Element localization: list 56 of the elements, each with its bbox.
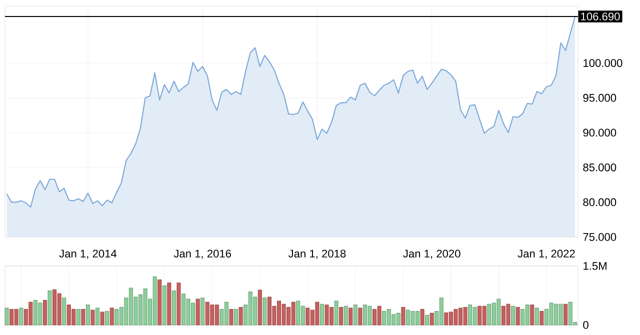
bar — [258, 290, 262, 326]
y-tick-label: 90.000 — [583, 128, 616, 137]
bar — [42, 300, 47, 326]
bar — [48, 290, 52, 326]
y-tick-label: 95.000 — [583, 94, 616, 102]
bar — [76, 308, 80, 326]
bar — [86, 304, 90, 326]
bar — [196, 298, 200, 326]
bar — [229, 308, 234, 326]
bar — [530, 304, 534, 326]
bar — [564, 304, 568, 326]
bar — [110, 308, 114, 326]
bar — [176, 282, 181, 326]
bar — [348, 308, 353, 326]
bar — [262, 298, 267, 326]
x-tick-label: Jan 1, 2022 — [518, 250, 575, 259]
bar — [167, 282, 172, 326]
bar — [100, 312, 104, 326]
x-tick-label: Jan 1, 2016 — [174, 250, 231, 259]
ref-line-label: 106.690 — [581, 12, 620, 20]
x-tick-label: Jan 1, 2018 — [288, 250, 346, 259]
y-tick-label: 80.000 — [583, 198, 616, 206]
bar — [105, 310, 110, 326]
bar — [344, 306, 348, 326]
bar — [320, 304, 324, 326]
y-tick-label: 0 — [583, 321, 588, 329]
bar — [534, 308, 539, 326]
bar — [81, 308, 86, 326]
bar — [62, 298, 66, 326]
bar — [358, 308, 362, 326]
bar — [339, 307, 344, 326]
bar — [425, 314, 430, 326]
y-tick-label: 1.5M — [584, 262, 606, 270]
bar — [430, 312, 434, 326]
y-tick-label: 100.000 — [584, 59, 622, 67]
bar — [172, 290, 176, 326]
bar — [353, 304, 358, 326]
bar — [19, 308, 24, 326]
bar — [200, 298, 205, 326]
bar — [420, 308, 424, 326]
bar — [90, 310, 95, 326]
bar — [540, 310, 544, 326]
bar — [234, 308, 238, 326]
bar — [516, 307, 520, 326]
bar — [401, 307, 406, 326]
y-tick-label: 75.000 — [583, 233, 616, 241]
bar — [334, 300, 338, 326]
x-tick-label: Jan 1, 2020 — [403, 250, 460, 259]
bar — [4, 308, 9, 326]
bar — [238, 307, 243, 326]
bar — [162, 285, 166, 326]
bar — [96, 308, 100, 326]
bar — [511, 306, 516, 326]
bar — [158, 279, 162, 326]
y-tick-label: 85.000 — [583, 164, 616, 172]
x-tick-label: Jan 1, 2014 — [59, 250, 117, 259]
